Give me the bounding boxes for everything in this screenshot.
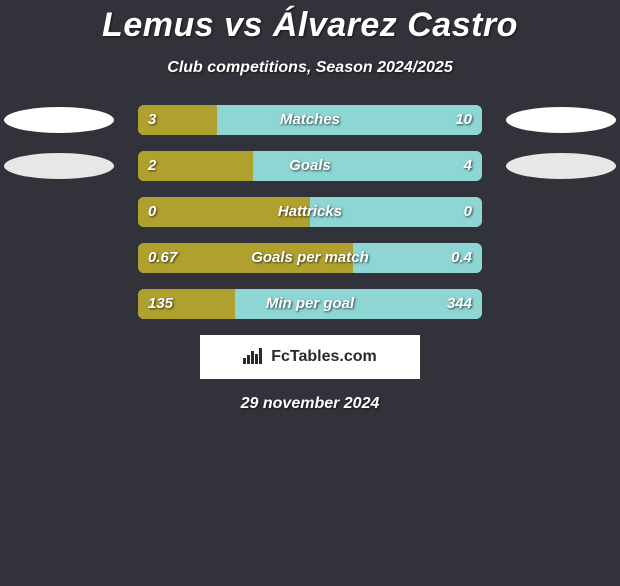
stat-label: Goals per match [138,243,482,273]
stat-label: Matches [138,105,482,135]
chart-bars-icon [243,346,271,369]
subtitle: Club competitions, Season 2024/2025 [0,59,620,77]
stats-area: 3 Matches 10 2 Goals 4 0 Hattricks 0 0.6… [0,105,620,319]
stat-right-value: 344 [447,289,472,319]
avatar-right-matches [506,107,616,133]
stat-label: Goals [138,151,482,181]
stat-right-value: 10 [455,105,472,135]
stat-right-value: 4 [464,151,472,181]
stat-label: Hattricks [138,197,482,227]
avatar-right-goals [506,153,616,179]
stat-row-goals: 2 Goals 4 [138,151,482,181]
page-title: Lemus vs Álvarez Castro [0,6,620,45]
date-text: 29 november 2024 [0,395,620,413]
stat-right-value: 0.4 [451,243,472,273]
comparison-bars: 3 Matches 10 2 Goals 4 0 Hattricks 0 0.6… [138,105,482,319]
stat-row-matches: 3 Matches 10 [138,105,482,135]
attribution-link[interactable]: FcTables.com [200,335,420,379]
avatar-left-matches [4,107,114,133]
stat-right-value: 0 [464,197,472,227]
attribution-text: FcTables.com [271,348,377,366]
stat-label: Min per goal [138,289,482,319]
avatar-left-goals [4,153,114,179]
stat-row-goals-per-match: 0.67 Goals per match 0.4 [138,243,482,273]
stat-row-min-per-goal: 135 Min per goal 344 [138,289,482,319]
stat-row-hattricks: 0 Hattricks 0 [138,197,482,227]
